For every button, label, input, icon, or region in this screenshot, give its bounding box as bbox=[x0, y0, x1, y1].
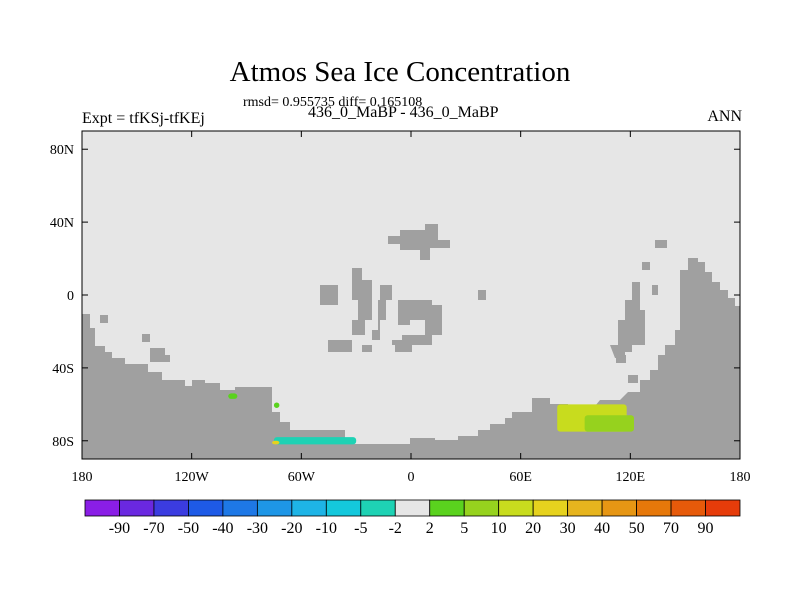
colorbar-swatch bbox=[636, 499, 672, 517]
colorbar: -90 -70 -50 -40 -30 -20 -10 -5 -2 2 5 10 20 30 40 50 70 9… bbox=[84, 499, 741, 537]
colorbar-swatch bbox=[532, 499, 569, 517]
anomaly-antarctic-peninsula-edge bbox=[272, 440, 280, 445]
y-tick-label: 80N bbox=[50, 143, 74, 158]
land-pacific-2 bbox=[352, 268, 372, 335]
land-island-3 bbox=[652, 285, 658, 295]
colorbar-label: -2 bbox=[389, 520, 402, 537]
colorbar-swatch bbox=[291, 499, 327, 517]
colorbar-label: -30 bbox=[247, 520, 268, 537]
experiment-label: Expt = tfKSj-tfKEj bbox=[82, 110, 205, 127]
land-pacific-5 bbox=[392, 300, 442, 352]
colorbar-label: 70 bbox=[663, 520, 679, 537]
colorbar-swatch bbox=[256, 499, 293, 517]
colorbar-swatch bbox=[84, 499, 120, 517]
colorbar-swatch bbox=[325, 499, 362, 517]
colorbar-swatch bbox=[119, 499, 155, 517]
land-antarctica-west bbox=[82, 314, 635, 459]
colorbar-swatch bbox=[463, 499, 500, 517]
stats-label: rmsd= 0.955735 diff= 0.165108 bbox=[243, 95, 423, 110]
colorbar-swatch bbox=[153, 499, 189, 517]
colorbar-label: 50 bbox=[629, 520, 645, 537]
land-island-west-2 bbox=[142, 334, 150, 342]
axes: 180 120W 60W 0 60E 120E 180 80N 40N 0 40S 80S bbox=[50, 131, 751, 485]
colorbar-label: 10 bbox=[491, 520, 507, 537]
colorbar-label: -40 bbox=[212, 520, 233, 537]
colorbar-label: -10 bbox=[316, 520, 337, 537]
anomaly-weddell-sea bbox=[273, 437, 357, 445]
anomaly-peninsula-tip bbox=[273, 402, 280, 408]
land-pacific-7 bbox=[478, 290, 486, 300]
anomaly-bellingshausen-coast bbox=[228, 393, 238, 399]
colorbar-label: 5 bbox=[460, 520, 468, 537]
colorbar-label: -90 bbox=[109, 520, 130, 537]
land-island-5 bbox=[628, 375, 638, 383]
land-pacific-6 bbox=[388, 224, 450, 260]
colorbar-label: -70 bbox=[143, 520, 164, 537]
land-island-1 bbox=[642, 262, 650, 270]
y-tick-label: 40N bbox=[50, 216, 74, 231]
anomaly-layer bbox=[228, 393, 634, 445]
colorbar-label: -20 bbox=[281, 520, 302, 537]
colorbar-swatch bbox=[188, 499, 224, 517]
colorbar-swatch bbox=[222, 499, 258, 517]
period-label: 436_0_MaBP - 436_0_MaBP bbox=[308, 104, 499, 121]
colorbar-label: 2 bbox=[426, 520, 434, 537]
land-pacific-1 bbox=[320, 285, 338, 305]
colorbar-swatch bbox=[670, 499, 706, 517]
colorbar-label: 40 bbox=[594, 520, 610, 537]
colorbar-label: 30 bbox=[560, 520, 576, 537]
colorbar-swatch bbox=[601, 499, 637, 517]
land-island-2 bbox=[655, 240, 667, 248]
colorbar-swatch bbox=[394, 499, 431, 517]
y-tick-label: 40S bbox=[52, 362, 74, 377]
x-tick-label: 180 bbox=[72, 470, 93, 485]
y-tick-label: 80S bbox=[52, 435, 74, 450]
x-tick-label: 0 bbox=[408, 470, 415, 485]
x-tick-label: 60W bbox=[288, 470, 316, 485]
colorbar-label: 20 bbox=[525, 520, 541, 537]
colorbar-label: -50 bbox=[178, 520, 199, 537]
colorbar-swatch bbox=[567, 499, 603, 517]
land-islands-asia bbox=[610, 282, 645, 358]
colorbar-label: 90 bbox=[698, 520, 714, 537]
colorbar-label: -5 bbox=[354, 520, 367, 537]
colorbar-swatch bbox=[498, 499, 534, 517]
land-pacific-4 bbox=[362, 285, 392, 352]
colorbar-swatch bbox=[705, 499, 741, 517]
colorbar-swatch bbox=[360, 499, 396, 517]
x-tick-label: 180 bbox=[730, 470, 751, 485]
y-tick-label: 0 bbox=[67, 289, 74, 304]
land-island-4 bbox=[616, 355, 626, 363]
x-tick-label: 120W bbox=[175, 470, 210, 485]
x-tick-label: 120E bbox=[616, 470, 646, 485]
colorbar-swatch bbox=[429, 499, 465, 517]
land-pacific-3 bbox=[328, 340, 352, 352]
chart-title: Atmos Sea Ice Concentration bbox=[229, 56, 571, 88]
land-islands-west bbox=[150, 348, 170, 362]
anomaly-amery-shelf-edge bbox=[584, 415, 634, 432]
land-island-west-3 bbox=[100, 315, 108, 323]
x-tick-label: 60E bbox=[509, 470, 532, 485]
season-label: ANN bbox=[707, 108, 742, 125]
